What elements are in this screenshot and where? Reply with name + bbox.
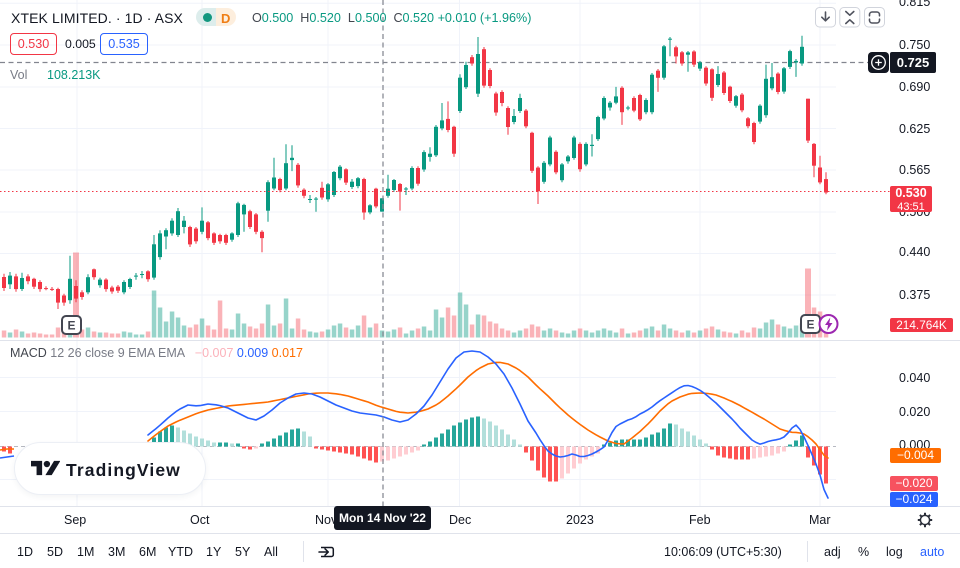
svg-text:E: E: [67, 319, 75, 333]
svg-text:E: E: [806, 318, 814, 332]
